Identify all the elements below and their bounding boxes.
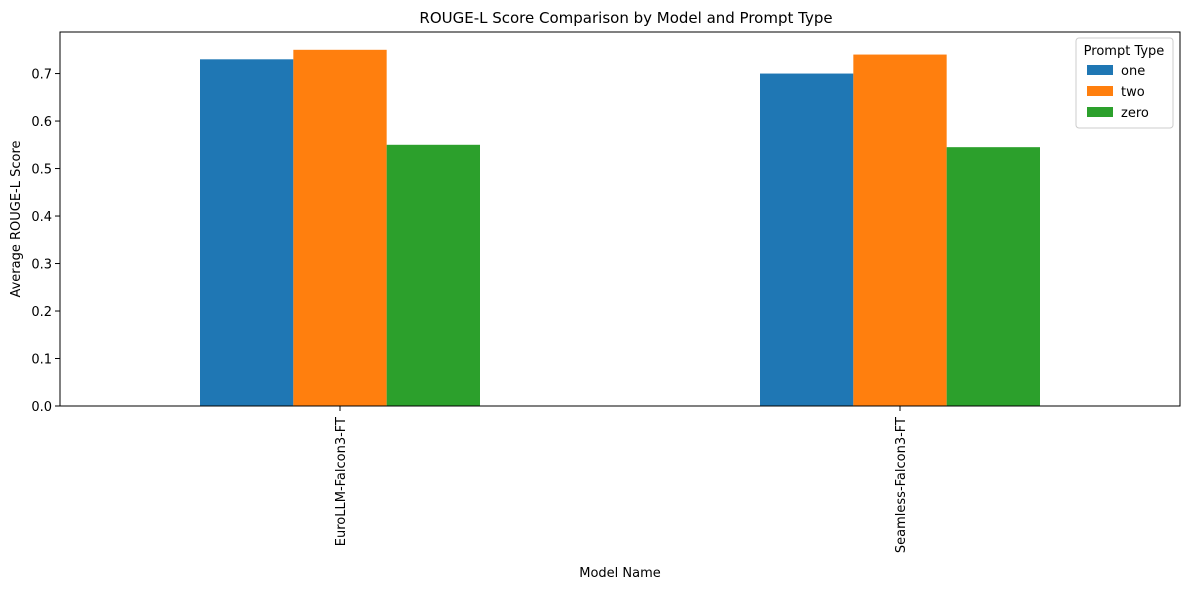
bar-one-2 [760,73,854,407]
legend-label-zero: zero [1121,106,1149,121]
y-tick-label: 0.4 [31,210,52,225]
chart-title: ROUGE-L Score Comparison by Model and Pr… [419,9,832,27]
y-axis-label: Average ROUGE-L Score [9,140,24,297]
x-axis: EuroLLM-Falcon3-FT Seamless-Falcon3-FT [334,406,909,553]
bar-zero-2 [946,147,1040,406]
y-tick-label: 0.2 [31,305,52,320]
legend-entries: one two zero [1087,64,1149,121]
y-tick-label: 0.7 [31,68,52,83]
legend-swatch-two [1087,86,1113,96]
legend-box [1075,37,1174,129]
bar-one-1 [200,59,294,407]
legend-title: Prompt Type [1084,44,1165,59]
legend-swatch-one [1087,65,1113,75]
y-tick-label: 0.5 [31,163,52,178]
y-tick-label: 0.3 [31,258,52,273]
x-tick-label: Seamless-Falcon3-FT [894,417,909,553]
legend: Prompt Type one two zero [1075,37,1174,129]
y-tick-label: 0.6 [31,115,52,130]
plot-frame [59,31,1181,407]
legend-label-one: one [1121,64,1145,79]
legend-label-two: two [1121,85,1145,100]
bars-layer [200,49,1040,407]
x-tick-label: EuroLLM-Falcon3-FT [334,417,349,546]
y-axis: 0.0 0.1 0.2 0.3 0.4 0.5 0.6 0.7 [31,68,60,415]
bar-zero-1 [386,144,480,407]
y-tick-label: 0.0 [31,400,52,415]
x-axis-label: Model Name [579,566,661,581]
y-tick-label: 0.1 [31,353,52,368]
bar-two-1 [293,49,387,407]
bar-two-2 [853,54,947,407]
legend-swatch-zero [1087,107,1113,117]
